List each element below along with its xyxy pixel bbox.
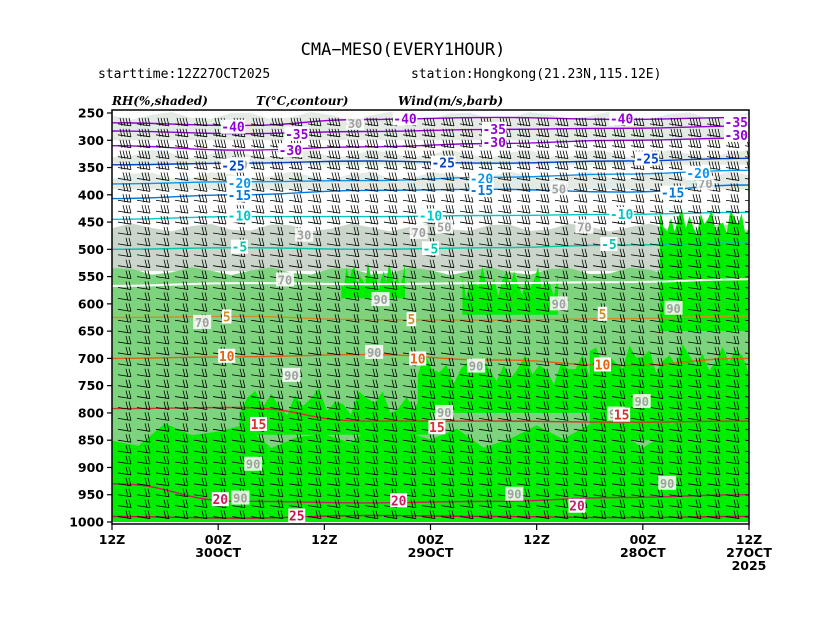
rh-label: 70	[575, 220, 593, 235]
legend-temp: T(°C,contour)	[256, 94, 348, 108]
rh-label: 70	[410, 225, 428, 240]
y-tick-label: 1000	[69, 515, 104, 530]
rh-label: 90	[505, 487, 523, 502]
contour-label: -40	[393, 112, 418, 128]
contour-label: 20	[569, 499, 586, 515]
y-tick-label: 500	[78, 242, 104, 257]
rh-label: 90	[550, 296, 568, 311]
y-tick-label: 800	[78, 405, 104, 420]
y-tick-label: 700	[78, 351, 104, 366]
contour-label: 10	[409, 351, 426, 367]
y-tick-label: 550	[78, 269, 104, 284]
contour-label: -30	[724, 128, 749, 144]
contour-label: -5	[422, 241, 439, 257]
rh-label: 70	[193, 315, 211, 330]
y-tick-label: 850	[78, 433, 104, 448]
x-tick-label: 12Z	[523, 532, 549, 547]
y-axis: 250 300 350 400 450 500 550 600 650 700 750 800 850 9…	[69, 106, 112, 530]
x-tick-label: 2025	[732, 558, 767, 573]
contour-label: 25	[288, 509, 305, 525]
y-tick-label: 600	[78, 296, 104, 311]
contour-label: -15	[469, 183, 494, 199]
x-tick-label: 28OCT	[620, 545, 666, 560]
contour-label: 15	[613, 408, 630, 424]
rh-label: 90	[372, 292, 390, 307]
contour-label: 20	[390, 493, 407, 509]
contour-label: -10	[609, 207, 634, 223]
contour-label: -10	[227, 209, 252, 225]
contour-label: -25	[431, 156, 456, 172]
y-tick-label: 250	[78, 106, 104, 121]
rh-label: 70	[276, 272, 294, 287]
rh-label: 30	[295, 228, 313, 243]
contour-label: -40	[221, 120, 246, 136]
rh-label: 90	[633, 394, 651, 409]
contour-label: 5	[598, 307, 608, 323]
contour-label: 15	[250, 417, 267, 433]
x-tick-label: 29OCT	[408, 545, 454, 560]
x-tick-label: 12Z	[311, 532, 337, 547]
contour-label: -30	[278, 143, 303, 159]
legend-rh: RH(%,shaded)	[111, 94, 208, 108]
y-tick-label: 650	[78, 324, 104, 339]
chart-title: CMA−MESO(EVERY1HOUR)	[301, 40, 506, 60]
station-label: station:Hongkong(21.23N,115.12E)	[411, 67, 661, 82]
contour-label: 10	[218, 349, 235, 365]
y-tick-label: 450	[78, 215, 104, 230]
y-tick-label: 750	[78, 378, 104, 393]
contour-label: -40	[609, 112, 634, 128]
y-tick-label: 950	[78, 487, 104, 502]
contour-label: 5	[222, 310, 232, 326]
contour-label: -25	[635, 151, 660, 167]
rh-label: 90	[365, 345, 383, 360]
contour-label: -10	[418, 209, 443, 225]
y-tick-label: 400	[78, 187, 104, 202]
contour-label: 5	[407, 312, 417, 328]
x-tick-label: 30OCT	[195, 545, 241, 560]
rh-label: 90	[231, 491, 249, 506]
rh-label: 30	[346, 116, 364, 131]
x-tick-label: 12Z	[99, 532, 125, 547]
rh-label: 90	[282, 368, 300, 383]
contour-label: 20	[212, 492, 229, 508]
contour-label: -25	[221, 158, 246, 174]
y-tick-label: 300	[78, 133, 104, 148]
y-tick-label: 900	[78, 460, 104, 475]
contour-label: -15	[227, 188, 252, 204]
starttime-label: starttime:12Z27OCT2025	[98, 67, 270, 82]
y-tick-label: 350	[78, 160, 104, 175]
legend-wind: Wind(m/s,barb)	[398, 94, 503, 108]
rh-label: 90	[435, 405, 453, 420]
rh-label: 90	[665, 301, 683, 316]
contour-label: -5	[231, 240, 248, 256]
contour-label: 10	[594, 357, 611, 373]
contour-label: -5	[600, 237, 617, 253]
rh-label: 50	[550, 181, 568, 196]
contour-label: 15	[428, 420, 445, 436]
rh-label: 90	[467, 359, 485, 374]
rh-label: 90	[244, 457, 262, 472]
contour-label: -15	[660, 186, 685, 202]
rh-label: 90	[658, 476, 676, 491]
contour-label: -35	[284, 127, 309, 143]
contour-label: -20	[686, 166, 711, 182]
contour-label: -30	[482, 135, 507, 151]
